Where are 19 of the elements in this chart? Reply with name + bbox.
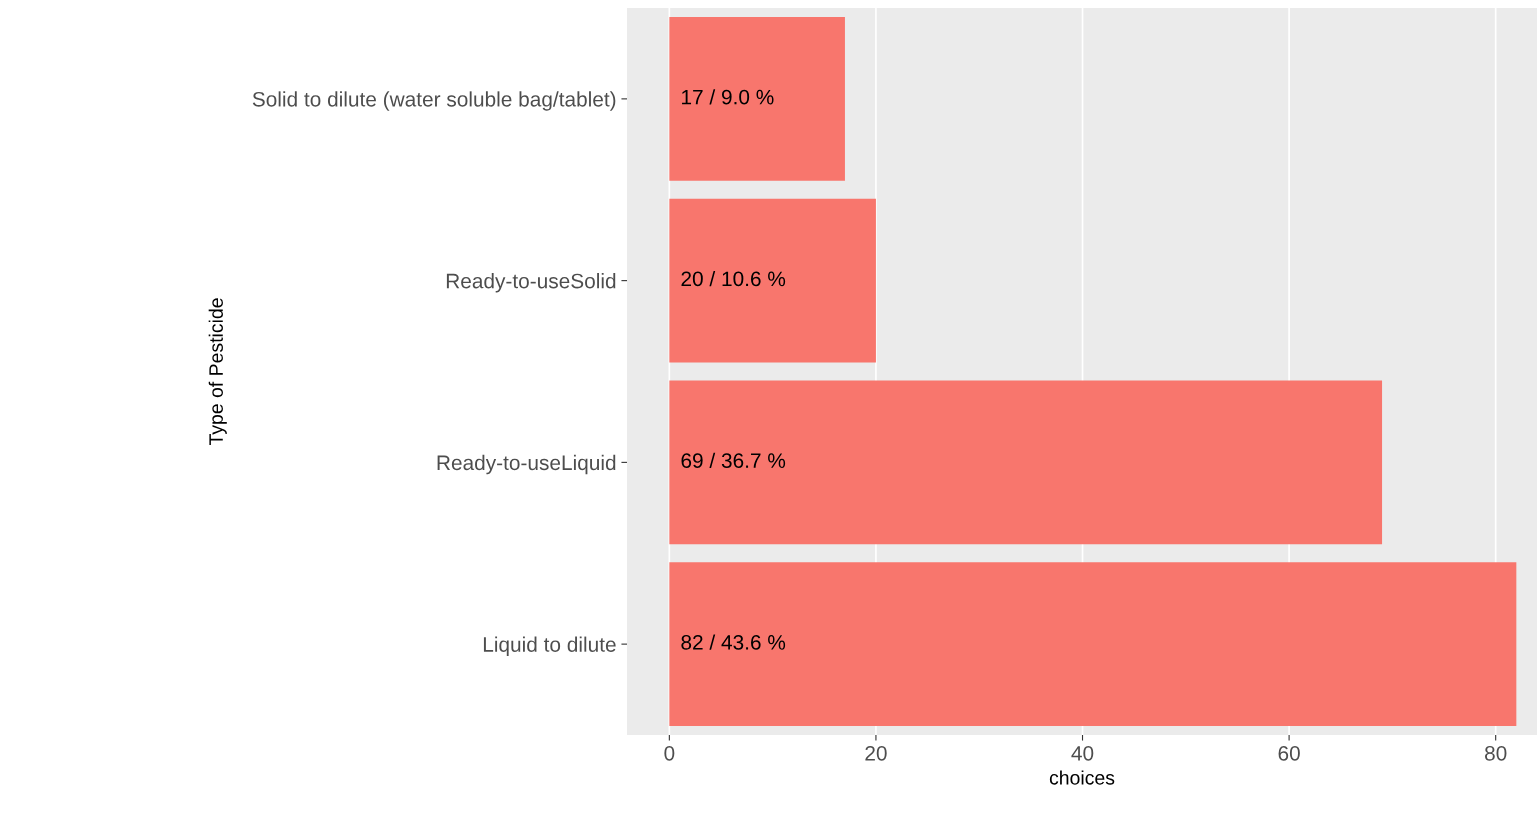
x-tick-label: 40 [1071,745,1094,761]
x-axis-title: choices [1049,770,1115,785]
y-tick-label: Liquid to dilute [483,636,616,656]
x-tick-label: 60 [1278,745,1300,761]
data-label: 69 / 36.7 % [681,452,786,468]
x-tick-label: 20 [865,745,887,761]
data-label: 17 / 9.0 % [682,89,774,105]
x-tick-label: 0 [664,745,675,761]
y-tick-label: Solid to dilute (water soluble bag/tablet) [252,91,616,111]
bar [669,17,845,181]
data-label: 20 / 10.6 % [681,270,786,287]
bar [669,198,876,363]
y-tick-label: Ready-to-useSolid [446,273,616,293]
y-axis-title: Type of Pesticide [208,298,227,446]
bar [669,380,1383,545]
bar [669,562,1517,726]
y-tick-label: Ready-to-useLiquid [437,454,616,475]
x-tick-label: 80 [1485,745,1507,761]
data-label: 82 / 43.6 % [681,634,786,650]
